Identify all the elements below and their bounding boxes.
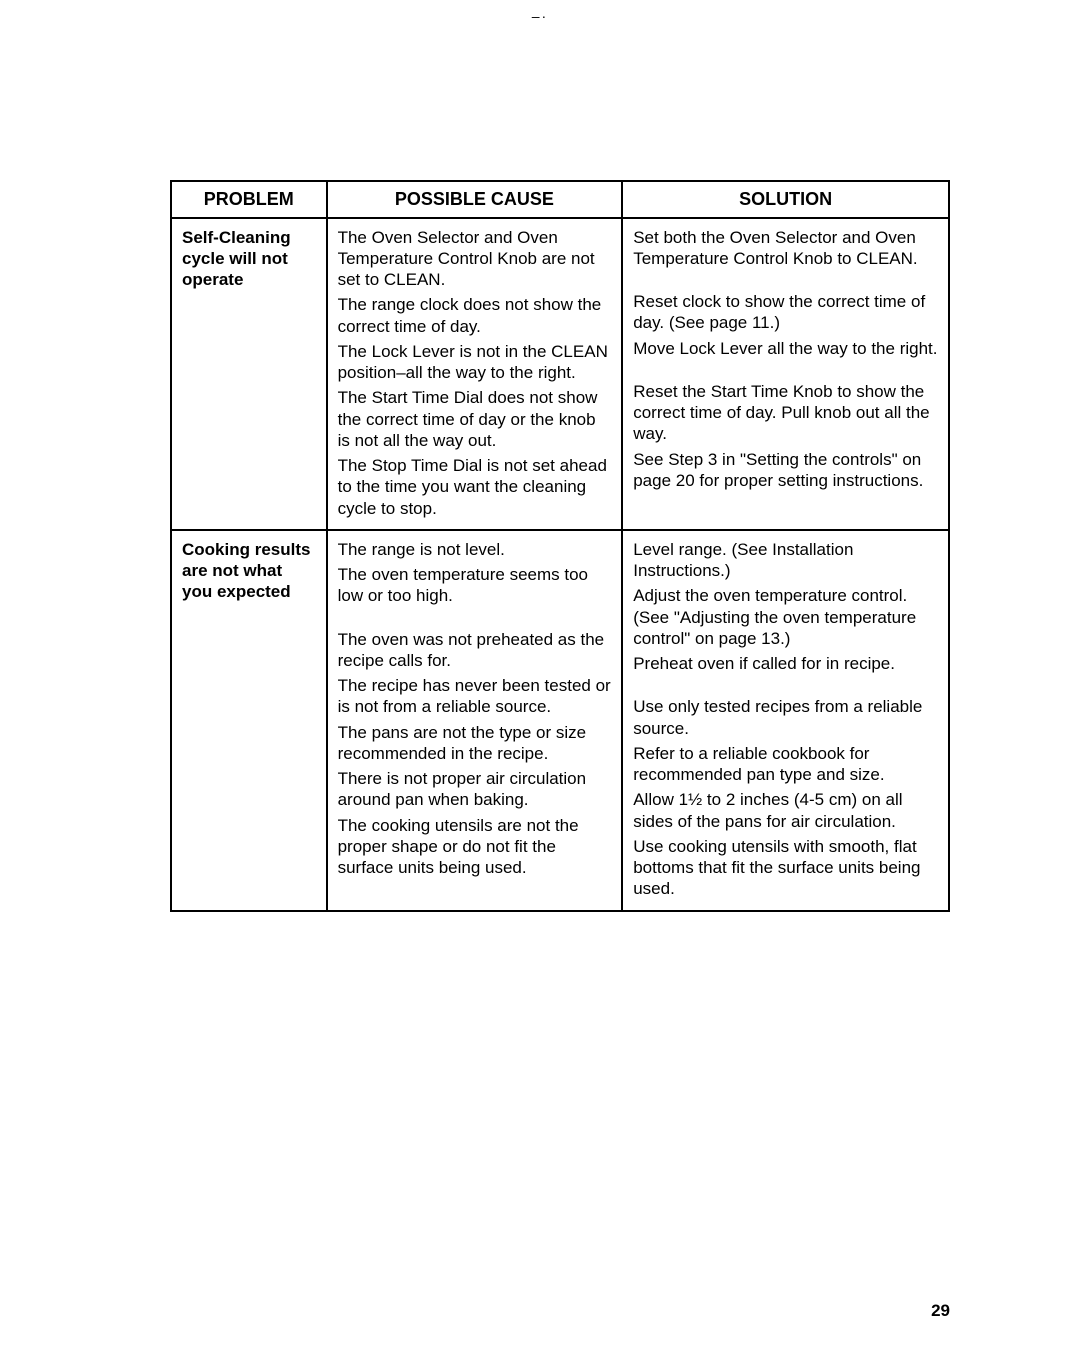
solution-cell: Set both the Oven Selector and Oven Temp…: [622, 218, 949, 530]
solution-item: Adjust the oven temperature control. (Se…: [633, 585, 938, 649]
cause-item: The cooking utensils are not the proper …: [338, 815, 612, 879]
cause-item: The recipe has never been tested or is n…: [338, 675, 612, 718]
cause-item: The pans are not the type or size recomm…: [338, 722, 612, 765]
top-mark: –·: [532, 8, 548, 24]
troubleshooting-table: PROBLEM POSSIBLE CAUSE SOLUTION Self-Cle…: [170, 180, 950, 912]
cause-item: The Oven Selector and Oven Temperature C…: [338, 227, 612, 291]
cause-item: The Stop Time Dial is not set ahead to t…: [338, 455, 612, 519]
header-problem: PROBLEM: [171, 181, 327, 218]
solution-item: Preheat oven if called for in recipe.: [633, 653, 938, 674]
cause-list: The range is not level. The oven tempera…: [338, 539, 612, 879]
page-number: 29: [931, 1301, 950, 1321]
problem-cell: Cooking results are not what you expecte…: [171, 530, 327, 911]
solution-item: Refer to a reliable cookbook for recomme…: [633, 743, 938, 786]
cause-item: There is not proper air circulation arou…: [338, 768, 612, 811]
table-header-row: PROBLEM POSSIBLE CAUSE SOLUTION: [171, 181, 949, 218]
cause-cell: The range is not level. The oven tempera…: [327, 530, 623, 911]
solution-item: Reset the Start Time Knob to show the co…: [633, 381, 938, 445]
cause-item: The range clock does not show the correc…: [338, 294, 612, 337]
problem-label: Self-Cleaning cycle will not operate: [182, 228, 291, 290]
header-cause: POSSIBLE CAUSE: [327, 181, 623, 218]
problem-cell: Self-Cleaning cycle will not operate: [171, 218, 327, 530]
cause-item: The Lock Lever is not in the CLEAN posit…: [338, 341, 612, 384]
cause-item: The Start Time Dial does not show the co…: [338, 387, 612, 451]
solution-item: See Step 3 in "Setting the controls" on …: [633, 449, 938, 492]
page-container: –· PROBLEM POSSIBLE CAUSE SOLUTION Self-…: [0, 0, 1080, 1361]
solution-item: Move Lock Lever all the way to the right…: [633, 338, 938, 359]
solution-item: Reset clock to show the correct time of …: [633, 291, 938, 334]
cause-item: The oven temperature seems too low or to…: [338, 564, 612, 607]
cause-item: The oven was not preheated as the recipe…: [338, 629, 612, 672]
solution-item: Level range. (See Installation Instructi…: [633, 539, 938, 582]
cause-cell: The Oven Selector and Oven Temperature C…: [327, 218, 623, 530]
header-solution: SOLUTION: [622, 181, 949, 218]
solution-cell: Level range. (See Installation Instructi…: [622, 530, 949, 911]
cause-item: The range is not level.: [338, 539, 612, 560]
solution-list: Set both the Oven Selector and Oven Temp…: [633, 227, 938, 492]
solution-item: Set both the Oven Selector and Oven Temp…: [633, 227, 938, 270]
solution-list: Level range. (See Installation Instructi…: [633, 539, 938, 900]
solution-item: Allow 1½ to 2 inches (4-5 cm) on all sid…: [633, 789, 938, 832]
cause-list: The Oven Selector and Oven Temperature C…: [338, 227, 612, 519]
solution-item: Use only tested recipes from a reliable …: [633, 696, 938, 739]
problem-label: Cooking results are not what you expecte…: [182, 540, 310, 602]
table-row: Cooking results are not what you expecte…: [171, 530, 949, 911]
solution-item: Use cooking utensils with smooth, flat b…: [633, 836, 938, 900]
table-row: Self-Cleaning cycle will not operate The…: [171, 218, 949, 530]
